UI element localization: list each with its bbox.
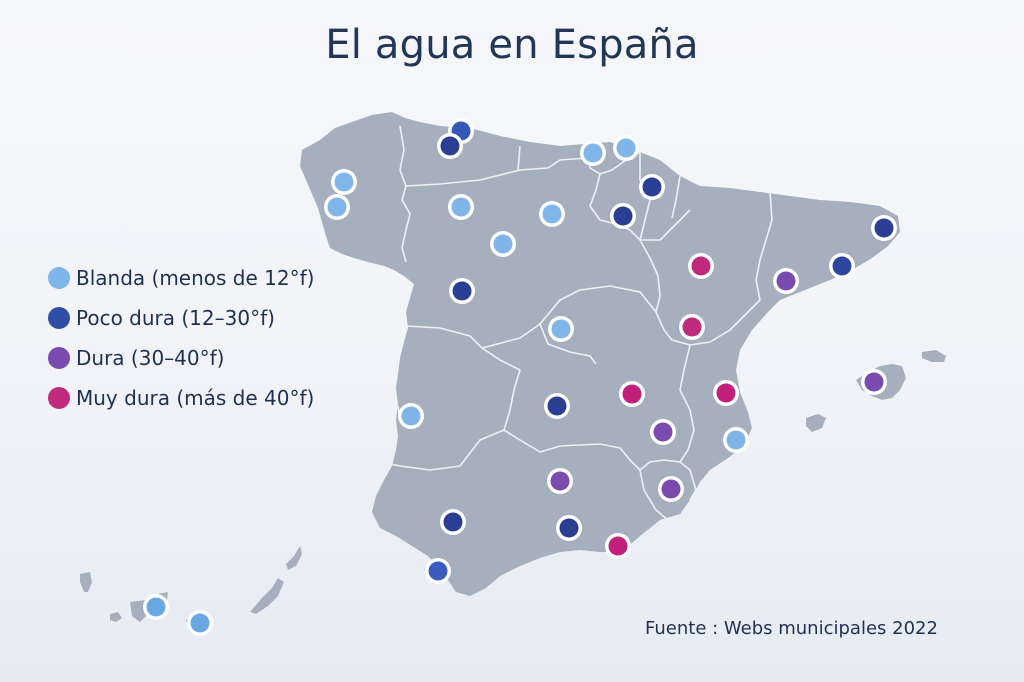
city-marker-poco-dura (556, 515, 582, 541)
canary-la-palma (80, 572, 92, 592)
city-marker-blanda (580, 140, 606, 166)
city-marker-poco-dura (871, 215, 897, 241)
city-marker-dura (861, 369, 887, 395)
legend-label: Blanda (menos de 12°f) (76, 266, 315, 290)
city-marker-blanda (187, 610, 213, 636)
city-marker-poco-dura (544, 393, 570, 419)
city-marker-blanda (398, 403, 424, 429)
city-marker-blanda (324, 194, 350, 220)
city-marker-dura (773, 268, 799, 294)
menorca (922, 350, 946, 362)
city-marker-muy-dura (605, 533, 631, 559)
city-marker-muy-dura (688, 253, 714, 279)
legend-item-blanda: Blanda (menos de 12°f) (48, 258, 314, 298)
city-marker-poco-dura (425, 558, 451, 584)
legend-label: Poco dura (12–30°f) (76, 306, 275, 330)
city-marker-blanda (548, 316, 574, 342)
legend-item-muy-dura: Muy dura (más de 40°f) (48, 378, 314, 418)
legend-dot-icon (48, 307, 70, 329)
legend-label: Dura (30–40°f) (76, 346, 225, 370)
city-markers (143, 118, 897, 636)
city-marker-muy-dura (619, 381, 645, 407)
city-marker-blanda (448, 194, 474, 220)
city-marker-dura (650, 419, 676, 445)
canary-lanzarote (286, 546, 302, 570)
legend-label: Muy dura (más de 40°f) (76, 386, 315, 410)
legend-item-dura: Dura (30–40°f) (48, 338, 314, 378)
city-marker-poco-dura (639, 174, 665, 200)
city-marker-poco-dura (440, 509, 466, 535)
city-marker-blanda (331, 169, 357, 195)
city-marker-blanda (613, 135, 639, 161)
city-marker-blanda (143, 594, 169, 620)
legend-item-poco-dura: Poco dura (12–30°f) (48, 298, 314, 338)
city-marker-dura (658, 476, 684, 502)
city-marker-poco-dura (610, 203, 636, 229)
city-marker-blanda (539, 201, 565, 227)
city-marker-muy-dura (713, 380, 739, 406)
city-marker-poco-dura (437, 133, 463, 159)
legend: Blanda (menos de 12°f) Poco dura (12–30°… (48, 258, 314, 418)
legend-dot-icon (48, 347, 70, 369)
ibiza (806, 414, 826, 432)
canary-fuerteventura (250, 578, 284, 614)
canary-el-hierro (110, 612, 122, 622)
city-marker-blanda (490, 231, 516, 257)
spain-mainland (300, 112, 900, 596)
legend-dot-icon (48, 267, 70, 289)
legend-dot-icon (48, 387, 70, 409)
map-title: El agua en España (325, 22, 699, 68)
city-marker-poco-dura (829, 253, 855, 279)
city-marker-poco-dura (449, 278, 475, 304)
source-note: Fuente : Webs municipales 2022 (645, 618, 938, 639)
city-marker-blanda (723, 427, 749, 453)
city-marker-dura (547, 468, 573, 494)
city-marker-muy-dura (679, 314, 705, 340)
